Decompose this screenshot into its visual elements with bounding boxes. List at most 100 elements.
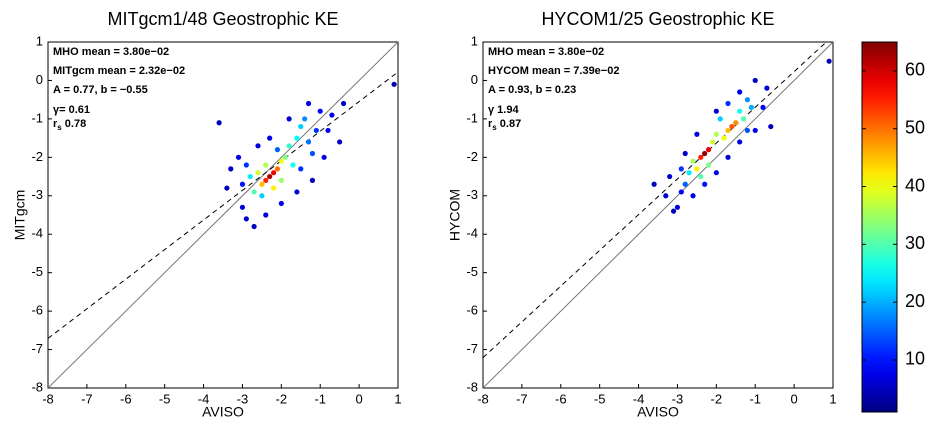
- point: [721, 135, 727, 141]
- point: [263, 212, 269, 218]
- point: [768, 123, 774, 130]
- x-tick-label: -3: [672, 391, 684, 406]
- point: [278, 177, 284, 183]
- y-tick-label: 0: [36, 72, 43, 87]
- point: [717, 116, 723, 122]
- y-axis-label: HYCOM: [447, 189, 463, 241]
- x-tick-label: -1: [314, 391, 326, 406]
- point: [239, 204, 246, 210]
- point: [325, 127, 331, 134]
- point: [309, 177, 316, 183]
- plot-clip: [483, 42, 833, 388]
- point: [663, 193, 669, 199]
- fit-line: [48, 71, 398, 339]
- point: [290, 162, 296, 168]
- point: [263, 177, 269, 183]
- point: [674, 204, 681, 210]
- annotation: MHO mean = 3.80e−02: [488, 46, 604, 58]
- x-tick-label: -8: [477, 391, 489, 406]
- x-tick-label: -6: [120, 391, 132, 406]
- point: [286, 143, 292, 149]
- point: [744, 97, 751, 103]
- y-tick-label: -4: [466, 226, 478, 241]
- colorbar-tick-label: 10: [905, 349, 925, 369]
- point: [748, 104, 754, 110]
- point: [259, 193, 265, 199]
- x-axis-label: AVISO: [202, 404, 244, 420]
- identity-line: [48, 42, 398, 388]
- annotation: A = 0.93, b = 0.23: [488, 84, 576, 96]
- point: [698, 173, 704, 180]
- point: [694, 166, 700, 172]
- point: [282, 154, 288, 160]
- point: [713, 131, 719, 137]
- point: [267, 135, 273, 141]
- y-tick-label: -8: [466, 379, 478, 394]
- annotation-symbol: r: [53, 118, 58, 130]
- identity-line: [483, 42, 833, 388]
- x-tick-label: 1: [829, 391, 836, 406]
- point: [305, 100, 312, 107]
- chart-title: MITgcm1/48 Geostrophic KE: [107, 9, 338, 29]
- annotation: γ= 0.61: [53, 104, 90, 116]
- y-tick-label: -3: [466, 187, 478, 202]
- point: [294, 135, 300, 141]
- x-tick-label: -4: [633, 391, 645, 406]
- y-tick-label: -6: [31, 303, 43, 318]
- annotation-symbol: r: [488, 118, 493, 130]
- x-tick-label: -8: [42, 391, 54, 406]
- x-tick-label: -4: [198, 391, 210, 406]
- y-tick-label: 1: [36, 33, 43, 48]
- point: [321, 154, 327, 160]
- x-tick-label: 1: [394, 391, 401, 406]
- y-tick-label: -1: [31, 110, 43, 125]
- point: [752, 127, 758, 134]
- annotation: rs 0.78: [53, 118, 86, 132]
- y-tick-label: 1: [471, 33, 478, 48]
- point: [713, 170, 719, 176]
- point: [216, 120, 222, 126]
- point: [309, 150, 316, 157]
- point: [298, 166, 304, 172]
- point: [698, 154, 704, 160]
- point: [302, 116, 308, 122]
- point: [725, 127, 731, 134]
- plot-clip: [48, 42, 398, 388]
- x-tick-label: -2: [276, 391, 288, 406]
- point: [340, 100, 347, 107]
- point: [263, 162, 269, 168]
- annotation: A = 0.77, b = −0.55: [53, 84, 148, 96]
- point: [286, 116, 292, 122]
- point: [678, 189, 684, 195]
- point: [709, 139, 716, 145]
- point: [243, 216, 249, 222]
- y-tick-label: -2: [31, 149, 43, 164]
- y-tick-label: -4: [31, 226, 43, 241]
- point: [317, 108, 323, 114]
- point: [826, 58, 832, 64]
- point: [239, 181, 246, 187]
- y-tick-label: -5: [31, 264, 43, 279]
- point: [670, 208, 677, 214]
- point: [294, 189, 300, 195]
- point: [694, 131, 700, 137]
- x-tick-label: -6: [555, 391, 567, 406]
- point: [274, 147, 281, 153]
- point: [682, 181, 688, 187]
- point: [737, 139, 743, 145]
- y-tick-label: -1: [466, 110, 478, 125]
- x-axis-label: AVISO: [637, 404, 679, 420]
- x-tick-label: -7: [516, 391, 528, 406]
- point: [702, 150, 708, 157]
- point: [278, 200, 284, 207]
- colorbar-tick-label: 50: [905, 117, 925, 137]
- point: [667, 173, 673, 180]
- colorbar-tick-label: 30: [905, 233, 925, 253]
- point: [243, 162, 249, 168]
- point: [278, 158, 284, 164]
- x-tick-label: -5: [594, 391, 606, 406]
- x-tick-label: -7: [81, 391, 93, 406]
- point: [725, 154, 731, 160]
- point: [690, 193, 696, 199]
